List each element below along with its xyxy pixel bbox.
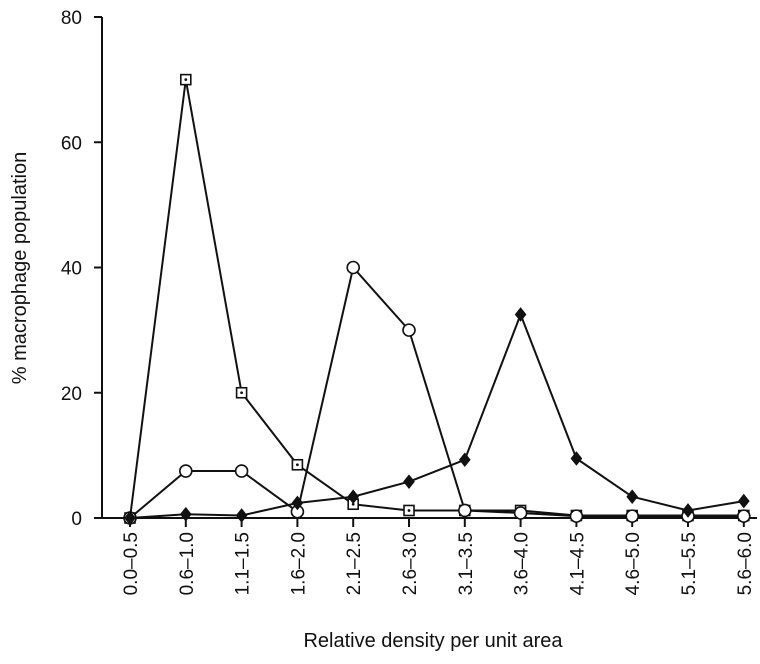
- series-diamond: [124, 307, 750, 526]
- x-tick-label: 2.6–3.0: [400, 532, 421, 595]
- x-tick-label: 4.6–5.0: [623, 532, 644, 595]
- data-point-square-dot: [296, 463, 299, 467]
- x-tick-label: 3.6–4.0: [512, 532, 533, 595]
- x-tick-label: 5.1–5.5: [679, 532, 700, 595]
- data-point-circle: [457, 503, 472, 518]
- data-point-circle: [346, 260, 361, 275]
- data-point-square-dot: [351, 502, 355, 506]
- series-line-circle: [129, 266, 744, 519]
- y-tick-label: 20: [61, 384, 82, 405]
- data-point-square-dot: [407, 509, 411, 512]
- data-point-circle: [625, 509, 640, 523]
- axes: 0 20 40 60 80 0.0–0.5 0.6–1.0 1.1–1.5 1.6–2.0 2.1…: [61, 8, 757, 595]
- y-axis-title: % macrophage population: [9, 152, 31, 384]
- series-circle: [123, 260, 751, 525]
- data-point-square-dot: [184, 78, 188, 82]
- data-point-diamond: [403, 474, 415, 489]
- x-tick-label: 4.1–4.5: [567, 532, 588, 595]
- data-point-circle: [513, 506, 528, 520]
- data-point-diamond: [291, 495, 304, 511]
- data-point-circle: [402, 323, 416, 337]
- series-line-square-dot: [129, 78, 744, 519]
- series-line-diamond: [129, 313, 744, 519]
- data-point-diamond: [682, 503, 694, 518]
- data-point-diamond: [179, 506, 192, 522]
- x-tick-label: 1.1–1.5: [233, 532, 254, 595]
- y-tick-label: 0: [71, 509, 82, 530]
- data-point-diamond: [514, 307, 527, 322]
- x-tick-label: 0.0–0.5: [121, 532, 142, 595]
- data-point-diamond: [347, 489, 360, 505]
- series-square-dot: [124, 73, 750, 524]
- x-tick-label: 1.6–2.0: [288, 532, 309, 595]
- data-point-square-dot: [240, 391, 244, 395]
- data-point-diamond: [235, 508, 248, 523]
- x-tick-label: 5.6–6.0: [735, 532, 756, 595]
- y-tick-label: 40: [61, 259, 82, 280]
- x-tick-label: 0.6–1.0: [177, 532, 198, 595]
- data-point-diamond: [737, 493, 750, 509]
- x-tick-label: 3.1–3.5: [456, 532, 477, 595]
- y-tick-label: 60: [61, 133, 82, 154]
- data-point-circle: [234, 464, 249, 478]
- x-tick-label: 2.1–2.5: [344, 532, 365, 595]
- data-point-circle: [179, 464, 193, 478]
- data-point-diamond: [458, 452, 471, 468]
- series-layer: [123, 73, 751, 526]
- data-point-circle: [569, 509, 584, 523]
- x-axis-title: Relative density per unit area: [303, 630, 563, 652]
- data-point-diamond: [570, 451, 583, 466]
- data-point-diamond: [124, 510, 136, 526]
- data-point-circle: [736, 509, 751, 523]
- y-tick-label: 80: [61, 8, 82, 29]
- data-point-diamond: [626, 489, 639, 505]
